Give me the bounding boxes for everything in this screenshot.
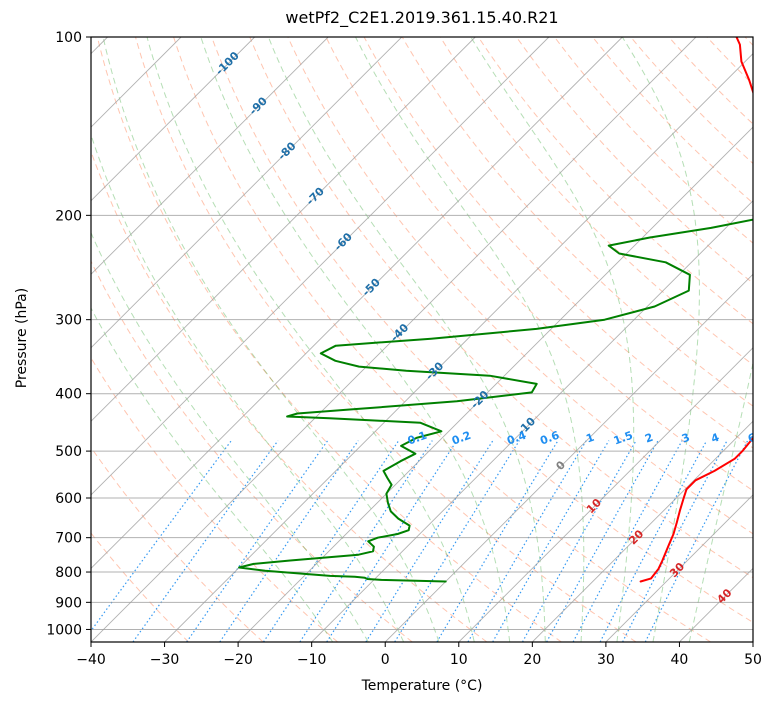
dry-adiabat-line [91,260,413,642]
mixing-ratio-line [132,440,279,642]
mixing-ratio-line [299,440,433,642]
dry-adiabat-line [401,37,753,407]
isotherm-line [91,37,476,422]
mixing-ratio-label: 2 [643,431,655,446]
moist-adiabat-line [267,37,546,642]
axes-ticks: −40 −30 −20 −10 0 10 20 30 40 5010020030040050060… [46,30,762,668]
moist-adiabat-line [102,37,440,642]
y-tick-label: 900 [55,595,82,611]
mixing-ratio-line [492,440,610,642]
mixing-ratio-label: 1.5 [612,429,635,448]
x-tick-label: 0 [381,652,390,668]
dewpoint-profile-line [238,218,753,583]
chart-title: wetPf2_C2E1.2019.361.15.40.R21 [285,8,559,27]
dry-adiabat-line [91,532,189,642]
moist-adiabat-line [91,307,334,642]
isotherm-line [91,37,623,570]
dry-adiabat-line [135,37,637,642]
x-tick-label: 40 [671,652,689,668]
isotherm-line [311,200,753,642]
isotherm-line [91,37,697,642]
isotherm-line [237,126,753,642]
moist-adiabat-line [200,37,511,642]
y-tick-label: 1000 [46,622,82,638]
isotherm-line [91,37,329,275]
mixing-ratio-label: 0.1 [406,429,429,448]
y-tick-label: 100 [55,30,82,46]
mixing-ratio-line [219,440,359,642]
x-tick-label: −40 [76,652,106,668]
y-tick-label: 400 [55,387,82,403]
temperature-profile-line [639,37,753,583]
isotherm-line [531,420,753,642]
mixing-ratio-label: 1 [584,431,596,446]
isotherm-line [91,37,550,496]
dry-adiabat-line [477,37,753,325]
mixing-ratio-line [644,440,749,642]
mixing-ratio-line [467,440,587,642]
y-tick-label: 700 [55,531,82,547]
plot-content: -100-90-80-70-60-50-40-30-20-10010203040… [91,37,758,642]
dry-adiabat-line [211,37,753,623]
dry-adiabat-line [249,37,753,579]
x-tick-label: 50 [744,652,762,668]
x-tick-label: 30 [597,652,615,668]
y-tick-label: 500 [55,444,82,460]
x-tick-label: −10 [297,652,327,668]
dry-adiabat-line [630,37,753,165]
moist-adiabat-line [91,231,369,642]
y-tick-label: 600 [55,491,82,507]
x-tick-label: 10 [450,652,468,668]
isotherm-line [164,52,753,642]
mixing-ratio-line [599,440,708,642]
moist-adiabat-line [688,360,753,642]
moist-adiabat-line [355,37,585,642]
mixing-ratio-label: 0.6 [538,429,561,448]
mixing-ratio-label: 4 [709,431,721,446]
isotherm-line [458,347,753,642]
isotherm-line [91,37,256,202]
mixing-ratio-line [521,440,637,642]
dry-adiabat-line [287,37,753,535]
mixing-ratio-label: 6 [746,431,758,446]
y-tick-label: 200 [55,208,82,224]
mixing-ratio-line [436,440,559,642]
isotherm-line [752,641,753,642]
y-tick-label: 800 [55,565,82,581]
mixing-ratio-line [91,440,232,632]
dry-adiabat-line [96,37,562,642]
moist-adiabat-line [91,133,405,642]
mixing-ratio-label: 0.4 [505,429,528,448]
dry-adiabat-line [173,37,711,642]
dry-adiabat-line [325,37,753,492]
mixing-ratio-line [186,440,329,642]
moist-adiabat-line [146,37,475,642]
plot-frame [90,36,754,643]
mixing-ratio-line [262,440,400,642]
mixing-ratio-label: 0.2 [450,429,473,448]
dry-adiabat-line [91,446,264,642]
x-tick-label: −20 [223,652,253,668]
isotherm-line [384,273,753,642]
y-tick-label: 300 [55,313,82,329]
x-axis-label: Temperature (°C) [361,678,483,694]
mixing-ratio-label: 3 [680,431,692,446]
isotherm-line [605,494,753,642]
mixing-ratio-line [394,440,520,642]
dry-adiabat-line [592,37,753,204]
x-tick-label: −30 [150,652,180,668]
moist-adiabat-line [621,37,700,642]
isotherm-line [91,37,403,349]
y-axis-label: Pressure (hPa) [14,287,30,389]
x-tick-label: 20 [523,652,541,668]
